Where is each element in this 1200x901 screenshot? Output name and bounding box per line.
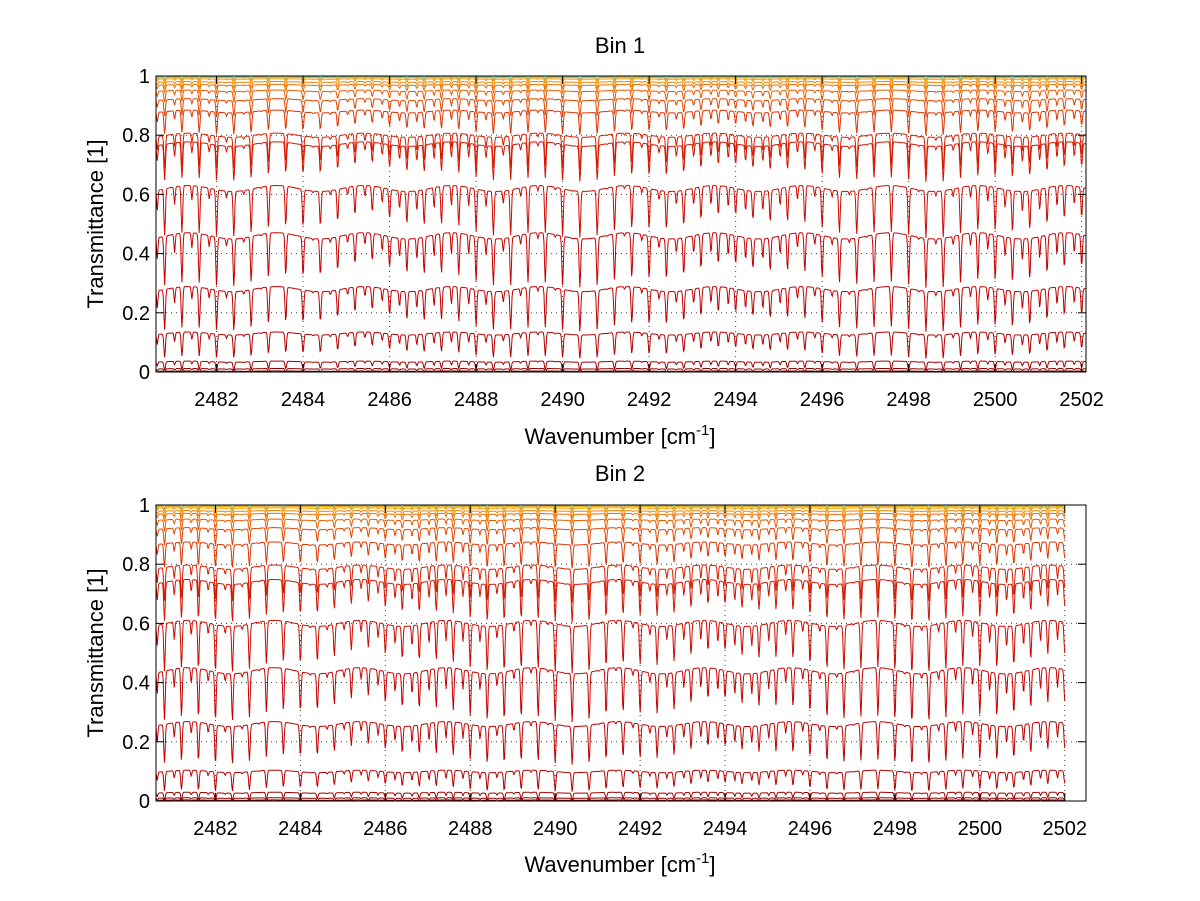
chart-bin-1: Bin 1 2482 2484 2486 2488 2490 2492 2494 2496 24… xyxy=(83,33,1104,449)
ticks: 2482 2484 2486 2488 2490 2492 2494 2496 2498 2500… xyxy=(122,66,1104,411)
series-line-2 xyxy=(155,367,1087,373)
chart-title: Bin 2 xyxy=(595,461,645,486)
series-line-1 xyxy=(155,370,1087,373)
series-group xyxy=(155,504,1066,803)
y-tick-label: 1 xyxy=(139,66,150,88)
x-tick-label: 2502 xyxy=(1043,818,1088,840)
series-line-8 xyxy=(155,141,1087,182)
series-line-9 xyxy=(155,564,1066,603)
ticks: 2482 2484 2486 2488 2490 2492 2494 2496 2498 2500… xyxy=(122,495,1087,840)
x-axis-label-superscript: -1 xyxy=(696,422,709,439)
y-tick-label: 0.8 xyxy=(122,125,150,147)
series-line-15 xyxy=(155,507,1066,514)
series-line-6 xyxy=(155,667,1066,723)
y-tick-label: 0.4 xyxy=(122,244,150,266)
x-tick-label: 2502 xyxy=(1059,389,1104,411)
series-line-10 xyxy=(155,109,1087,136)
y-axis-label: Transmittance [1] xyxy=(83,139,108,308)
series-line-7 xyxy=(155,185,1087,238)
series-line-14 xyxy=(155,81,1087,90)
series-line-6 xyxy=(155,232,1087,288)
y-tick-label: 0.2 xyxy=(122,303,150,325)
y-tick-label: 0.2 xyxy=(122,732,150,754)
series-line-7 xyxy=(155,619,1066,674)
series-line-11 xyxy=(155,98,1087,117)
x-tick-label: 2500 xyxy=(958,818,1003,840)
chart-title: Bin 1 xyxy=(595,33,645,58)
series-line-12 xyxy=(155,89,1087,103)
series-line-5 xyxy=(155,721,1066,765)
series-line-3 xyxy=(155,791,1066,803)
y-tick-label: 0 xyxy=(139,362,150,384)
x-axis-label-superscript: -1 xyxy=(696,850,709,867)
plot-area xyxy=(155,504,1087,802)
y-tick-label: 0.6 xyxy=(122,613,150,635)
y-tick-label: 0 xyxy=(139,791,150,813)
y-tick-label: 0.6 xyxy=(122,184,150,206)
x-tick-label: 2494 xyxy=(713,389,758,411)
series-line-10 xyxy=(155,541,1066,569)
series-line-8 xyxy=(155,579,1066,623)
x-tick-label: 2488 xyxy=(454,389,499,411)
x-tick-label: 2494 xyxy=(703,818,748,840)
x-tick-label: 2496 xyxy=(788,818,833,840)
series-line-3 xyxy=(155,360,1087,373)
x-tick-label: 2488 xyxy=(448,818,493,840)
x-tick-label: 2482 xyxy=(194,389,239,411)
series-line-16 xyxy=(155,76,1087,82)
series-line-4 xyxy=(155,331,1087,359)
x-tick-label: 2492 xyxy=(618,818,663,840)
x-tick-label: 2496 xyxy=(800,389,845,411)
x-tick-label: 2484 xyxy=(281,389,326,411)
x-tick-label: 2492 xyxy=(627,389,672,411)
series-line-9 xyxy=(155,132,1087,170)
series-line-2 xyxy=(155,797,1066,802)
series-line-16 xyxy=(155,505,1066,511)
x-tick-label: 2498 xyxy=(873,818,918,840)
x-axis-label-main: Wavenumber [cm xyxy=(524,852,696,877)
series-line-4 xyxy=(155,769,1066,792)
series-line-14 xyxy=(155,510,1066,519)
x-axis-label-tail: ] xyxy=(709,424,715,449)
x-tick-label: 2484 xyxy=(278,818,323,840)
series-line-13 xyxy=(155,83,1087,95)
y-tick-label: 0.8 xyxy=(122,554,150,576)
plot-area xyxy=(155,75,1087,373)
x-tick-label: 2486 xyxy=(367,389,412,411)
series-line-13 xyxy=(155,512,1066,525)
grid xyxy=(156,76,1086,372)
series-group xyxy=(155,75,1087,373)
x-tick-label: 2490 xyxy=(533,818,578,840)
x-axis-label: Wavenumber [cm-1] xyxy=(524,422,715,449)
x-axis-label: Wavenumber [cm-1] xyxy=(524,850,715,877)
y-axis-label: Transmittance [1] xyxy=(83,568,108,737)
x-tick-label: 2482 xyxy=(193,818,238,840)
x-tick-label: 2498 xyxy=(886,389,931,411)
series-line-11 xyxy=(155,527,1066,546)
y-tick-label: 1 xyxy=(139,495,150,517)
x-tick-label: 2500 xyxy=(973,389,1018,411)
series-line-15 xyxy=(155,78,1087,85)
series-line-12 xyxy=(155,518,1066,533)
x-tick-label: 2490 xyxy=(540,389,585,411)
chart-bin-2: Bin 2 2482 2484 2486 2488 2490 2492 2494 2496 24… xyxy=(83,461,1087,877)
x-axis-label-tail: ] xyxy=(709,852,715,877)
y-tick-label: 0.4 xyxy=(122,673,150,695)
x-tick-label: 2486 xyxy=(363,818,408,840)
x-axis-label-main: Wavenumber [cm xyxy=(524,424,696,449)
series-line-5 xyxy=(155,286,1087,332)
